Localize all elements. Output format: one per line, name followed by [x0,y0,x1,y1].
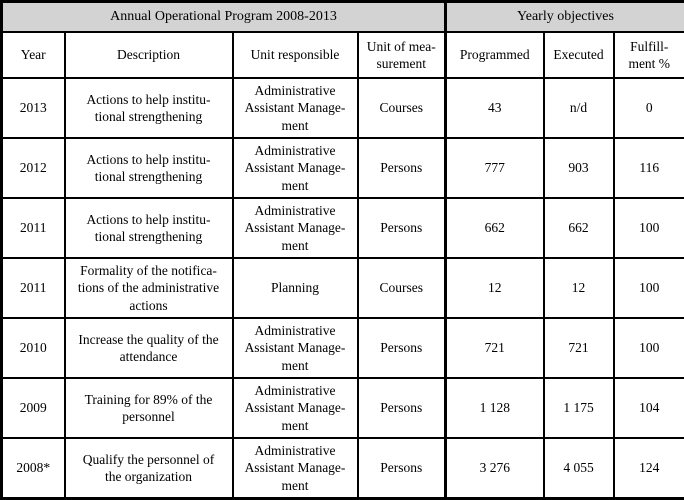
unit-of-measurement-cell: Persons [358,378,446,438]
description-cell: Increase the quality of the attendance [65,318,233,378]
unit-responsible-cell: Administrative Assistant Manage- ment [233,138,358,198]
programmed-cell: 1 128 [446,378,544,438]
executed-cell: 662 [544,198,614,258]
unit-of-measurement-cell: Persons [358,138,446,198]
fulfillment-cell: 124 [614,438,684,499]
executed-cell: n/d [544,78,614,138]
description-cell: Actions to help institu- tional strength… [65,78,233,138]
column-header-description: Description [65,32,233,78]
executed-cell: 1 175 [544,378,614,438]
table-row: 2012 Actions to help institu- tional str… [2,138,684,198]
programmed-cell: 662 [446,198,544,258]
table-row: 2008* Qualify the personnel of the organ… [2,438,684,499]
description-cell: Qualify the personnel of the organizatio… [65,438,233,499]
fulfillment-cell: 0 [614,78,684,138]
unit-responsible-cell: Administrative Assistant Manage- ment [233,438,358,499]
unit-of-measurement-cell: Persons [358,438,446,499]
table-row: 2013 Actions to help institu- tional str… [2,78,684,138]
group-header-annual-operational-program: Annual Operational Program 2008-2013 [2,2,446,33]
executed-cell: 12 [544,258,614,318]
fulfillment-cell: 100 [614,258,684,318]
unit-responsible-cell: Administrative Assistant Manage- ment [233,78,358,138]
column-header-row: Year Description Unit responsible Unit o… [2,32,684,78]
unit-of-measurement-cell: Persons [358,198,446,258]
programmed-cell: 12 [446,258,544,318]
description-cell: Actions to help institu- tional strength… [65,198,233,258]
unit-of-measurement-cell: Persons [358,318,446,378]
table-row: 2009 Training for 89% of the personnel A… [2,378,684,438]
unit-responsible-cell: Administrative Assistant Manage- ment [233,318,358,378]
description-cell: Actions to help institu- tional strength… [65,138,233,198]
column-header-unit-of-measurement: Unit of mea- surement [358,32,446,78]
column-header-programmed: Programmed [446,32,544,78]
programmed-cell: 777 [446,138,544,198]
year-cell: 2012 [2,138,65,198]
year-cell: 2013 [2,78,65,138]
column-header-executed: Executed [544,32,614,78]
year-cell: 2008* [2,438,65,499]
column-header-unit-responsible: Unit responsible [233,32,358,78]
year-cell: 2010 [2,318,65,378]
programmed-cell: 43 [446,78,544,138]
programmed-cell: 3 276 [446,438,544,499]
fulfillment-cell: 100 [614,198,684,258]
executed-cell: 721 [544,318,614,378]
group-header-yearly-objectives: Yearly objectives [446,2,684,33]
unit-responsible-cell: Administrative Assistant Manage- ment [233,378,358,438]
table-row: 2011 Actions to help institu- tional str… [2,198,684,258]
description-cell: Formality of the notifica- tions of the … [65,258,233,318]
year-cell: 2009 [2,378,65,438]
programmed-cell: 721 [446,318,544,378]
unit-responsible-cell: Administrative Assistant Manage- ment [233,198,358,258]
executed-cell: 903 [544,138,614,198]
unit-responsible-cell: Planning [233,258,358,318]
column-header-year: Year [2,32,65,78]
year-cell: 2011 [2,198,65,258]
unit-of-measurement-cell: Courses [358,78,446,138]
year-cell: 2011 [2,258,65,318]
fulfillment-cell: 104 [614,378,684,438]
group-header-row: Annual Operational Program 2008-2013 Yea… [2,2,684,33]
fulfillment-cell: 116 [614,138,684,198]
fulfillment-cell: 100 [614,318,684,378]
table-row: 2010 Increase the quality of the attenda… [2,318,684,378]
description-cell: Training for 89% of the personnel [65,378,233,438]
table-row: 2011 Formality of the notifica- tions of… [2,258,684,318]
unit-of-measurement-cell: Courses [358,258,446,318]
column-header-fulfillment: Fulfill- ment % [614,32,684,78]
executed-cell: 4 055 [544,438,614,499]
